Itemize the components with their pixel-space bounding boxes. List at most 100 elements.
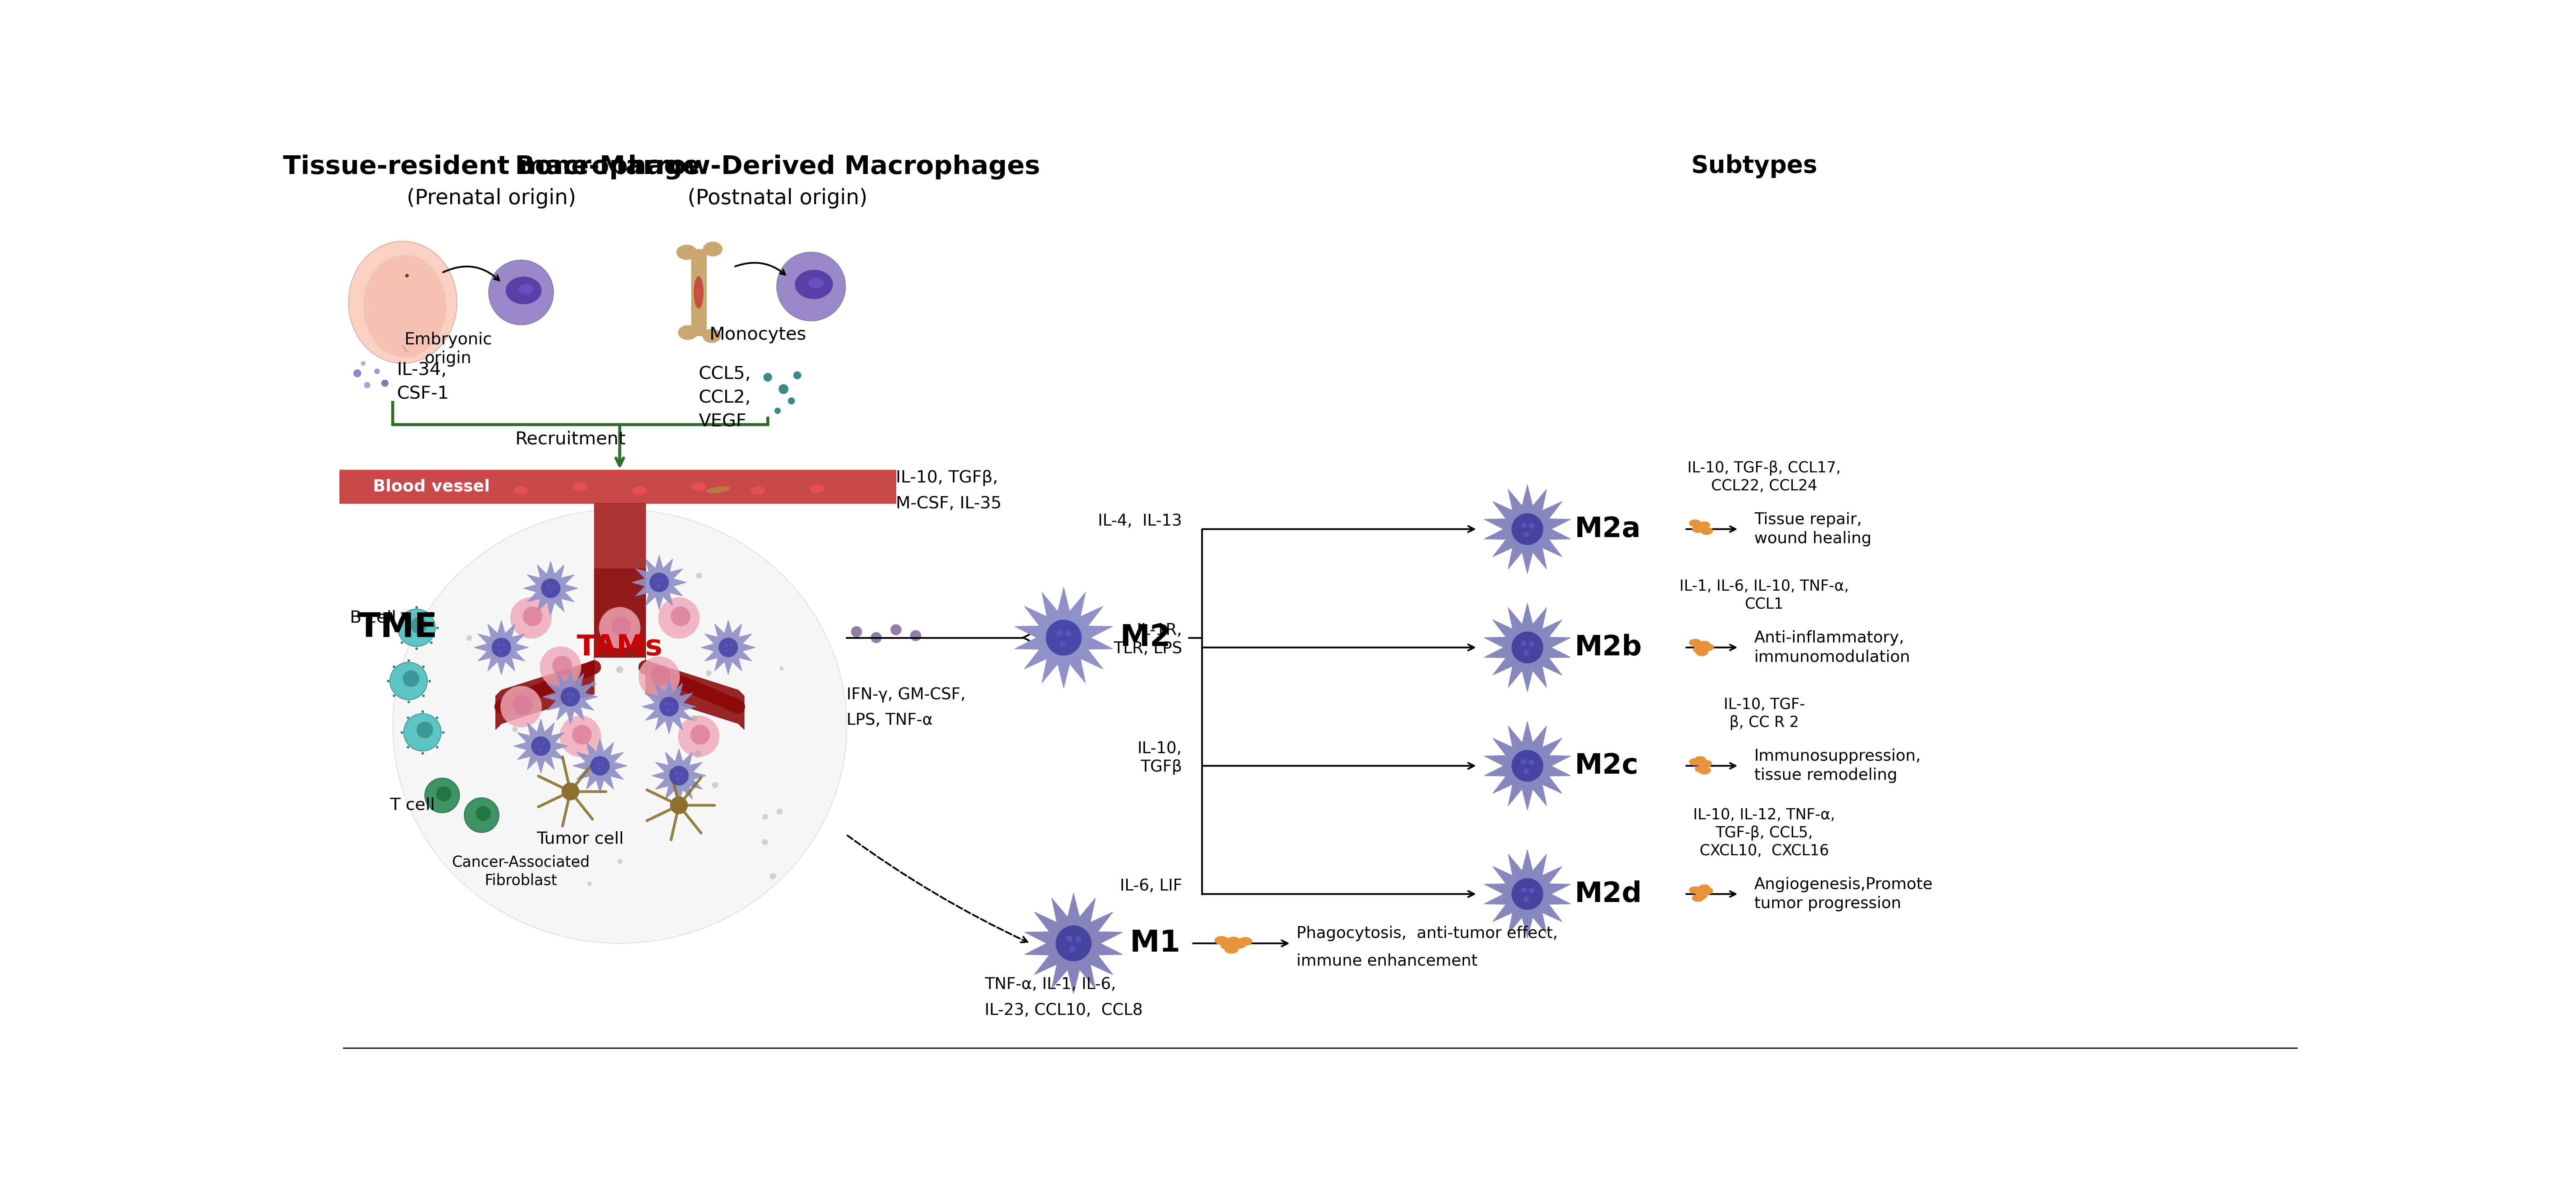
Ellipse shape (1695, 756, 1705, 763)
Ellipse shape (1213, 936, 1229, 945)
Text: IL-10, TGF-β, CCL17,
CCL22, CCL24: IL-10, TGF-β, CCL17, CCL22, CCL24 (1687, 460, 1842, 494)
Text: IL-34,: IL-34, (397, 361, 446, 379)
Text: M2b: M2b (1574, 633, 1641, 661)
Circle shape (562, 783, 580, 801)
Circle shape (1512, 632, 1543, 663)
Ellipse shape (696, 287, 701, 297)
Circle shape (410, 618, 428, 633)
Circle shape (404, 714, 440, 751)
Text: Cancer-Associated
Fibroblast: Cancer-Associated Fibroblast (451, 855, 590, 889)
Circle shape (909, 630, 922, 642)
Circle shape (672, 765, 677, 771)
Ellipse shape (1698, 767, 1710, 774)
Ellipse shape (809, 278, 824, 289)
Circle shape (618, 858, 623, 864)
Circle shape (510, 597, 551, 638)
Ellipse shape (518, 284, 533, 294)
Circle shape (435, 786, 451, 802)
Circle shape (541, 742, 546, 745)
Circle shape (652, 666, 670, 685)
Text: IL-6, LIF: IL-6, LIF (1121, 879, 1182, 893)
Circle shape (1512, 750, 1543, 781)
Circle shape (567, 692, 569, 696)
Circle shape (1522, 532, 1530, 537)
Polygon shape (474, 620, 528, 674)
Text: CCL2,: CCL2, (698, 389, 750, 406)
Text: CSF-1: CSF-1 (397, 385, 448, 402)
Circle shape (572, 725, 592, 744)
Circle shape (667, 708, 670, 712)
Text: Angiogenesis,Promote
tumor progression: Angiogenesis,Promote tumor progression (1754, 877, 1932, 911)
Ellipse shape (410, 303, 428, 313)
Circle shape (654, 578, 659, 582)
Circle shape (425, 778, 459, 813)
Polygon shape (690, 249, 706, 336)
Circle shape (541, 647, 582, 687)
Ellipse shape (703, 329, 721, 343)
Polygon shape (1484, 850, 1571, 938)
Circle shape (538, 738, 544, 744)
Ellipse shape (1703, 644, 1713, 651)
Ellipse shape (1221, 942, 1234, 950)
Ellipse shape (1700, 527, 1713, 535)
Text: Embryonic
origin: Embryonic origin (404, 332, 492, 367)
Polygon shape (595, 503, 647, 568)
Ellipse shape (706, 486, 729, 494)
Text: Immunosuppression,
tissue remodeling: Immunosuppression, tissue remodeling (1754, 749, 1922, 783)
Circle shape (724, 643, 726, 647)
Circle shape (871, 632, 881, 643)
Ellipse shape (392, 509, 848, 944)
Circle shape (538, 748, 541, 751)
Polygon shape (631, 555, 685, 609)
Circle shape (551, 584, 554, 588)
Circle shape (567, 698, 572, 702)
Circle shape (363, 382, 371, 388)
Circle shape (1520, 641, 1528, 647)
Text: Tumor cell: Tumor cell (536, 831, 623, 848)
Circle shape (793, 371, 801, 379)
Circle shape (706, 671, 711, 675)
Circle shape (1528, 523, 1535, 529)
Circle shape (775, 252, 845, 321)
Circle shape (850, 626, 863, 637)
Circle shape (608, 765, 616, 772)
Circle shape (677, 715, 719, 757)
Text: IL-10,
TGFβ: IL-10, TGFβ (1139, 740, 1182, 775)
Circle shape (1528, 760, 1535, 765)
Text: TME: TME (358, 612, 438, 644)
Circle shape (531, 737, 551, 756)
Circle shape (696, 572, 703, 579)
Polygon shape (340, 470, 896, 503)
Circle shape (659, 597, 701, 638)
Circle shape (670, 766, 688, 785)
Circle shape (1520, 887, 1528, 892)
Polygon shape (523, 561, 577, 615)
Circle shape (600, 607, 641, 649)
Circle shape (595, 762, 600, 765)
Ellipse shape (1698, 521, 1710, 529)
Circle shape (1066, 631, 1072, 637)
Text: B cell: B cell (350, 609, 397, 626)
Circle shape (500, 649, 502, 653)
Circle shape (590, 756, 611, 775)
Ellipse shape (1695, 649, 1708, 656)
Circle shape (541, 579, 562, 598)
Ellipse shape (1226, 937, 1242, 945)
Text: T cell: T cell (389, 797, 435, 814)
Circle shape (775, 808, 783, 815)
Ellipse shape (750, 486, 765, 495)
Text: (Postnatal origin): (Postnatal origin) (688, 188, 868, 208)
Circle shape (381, 379, 389, 386)
Circle shape (590, 681, 598, 687)
Circle shape (1522, 650, 1530, 656)
Ellipse shape (1695, 892, 1708, 899)
Circle shape (665, 702, 670, 706)
Circle shape (611, 616, 631, 636)
Circle shape (690, 725, 711, 744)
Ellipse shape (453, 483, 469, 491)
Circle shape (677, 778, 680, 780)
Ellipse shape (513, 486, 528, 495)
Text: IL-1, IL-6, IL-10, TNF-α,
CCL1: IL-1, IL-6, IL-10, TNF-α, CCL1 (1680, 579, 1850, 612)
Circle shape (781, 667, 783, 671)
Circle shape (492, 638, 510, 657)
